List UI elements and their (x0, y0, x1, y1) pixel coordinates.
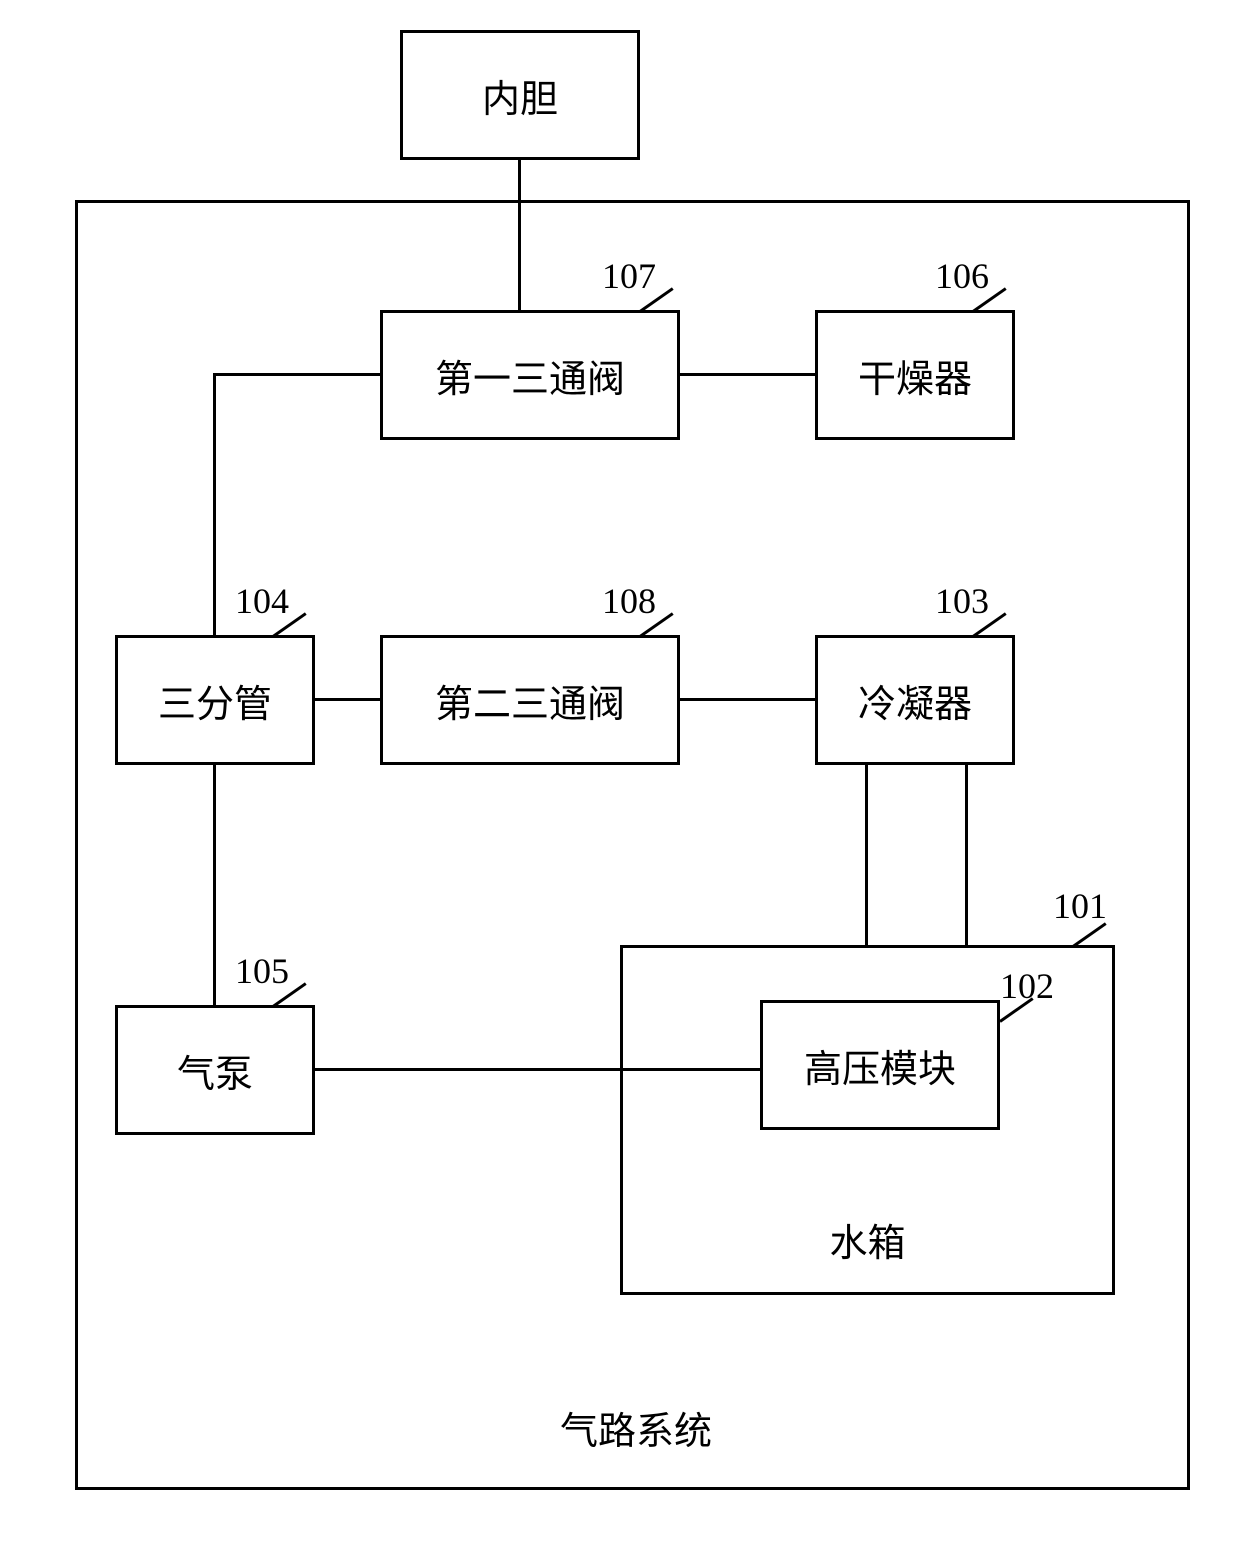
ref-108: 108 (602, 580, 656, 622)
edge-7 (865, 765, 868, 945)
node-dryer-label: 干燥器 (858, 348, 972, 403)
node-inner_tank: 内胆 (400, 30, 640, 160)
node-valve1: 第一三通阀 (380, 310, 680, 440)
edge-3 (315, 698, 380, 701)
node-valve2-label: 第二三通阀 (435, 673, 625, 728)
node-tee-label: 三分管 (158, 673, 272, 728)
edge-8 (965, 765, 968, 945)
ref-101: 101 (1053, 885, 1107, 927)
node-tee: 三分管 (115, 635, 315, 765)
edge-2-1 (213, 373, 216, 635)
node-hv_module: 高压模块 (760, 1000, 1000, 1130)
edge-1 (680, 373, 815, 376)
edge-2-0 (213, 373, 380, 376)
diagram-canvas: 内胆第一三通阀干燥器三分管第二三通阀冷凝器气泵水箱高压模块10110210310… (0, 0, 1255, 1551)
node-pump-label: 气泵 (177, 1043, 253, 1098)
ref-106: 106 (935, 255, 989, 297)
node-pump: 气泵 (115, 1005, 315, 1135)
ref-107: 107 (602, 255, 656, 297)
node-condenser-label: 冷凝器 (858, 673, 972, 728)
ref-105: 105 (235, 950, 289, 992)
node-dryer: 干燥器 (815, 310, 1015, 440)
node-inner_tank-label: 内胆 (482, 68, 558, 123)
ref-104: 104 (235, 580, 289, 622)
node-hv_module-label: 高压模块 (804, 1038, 956, 1093)
node-tank-label: 水箱 (829, 1212, 905, 1267)
edge-0 (518, 160, 521, 310)
edge-5 (213, 765, 216, 1005)
node-condenser: 冷凝器 (815, 635, 1015, 765)
node-valve1-label: 第一三通阀 (435, 348, 625, 403)
ref-103: 103 (935, 580, 989, 622)
node-valve2: 第二三通阀 (380, 635, 680, 765)
edge-4 (680, 698, 815, 701)
system-label: 气路系统 (560, 1400, 712, 1455)
